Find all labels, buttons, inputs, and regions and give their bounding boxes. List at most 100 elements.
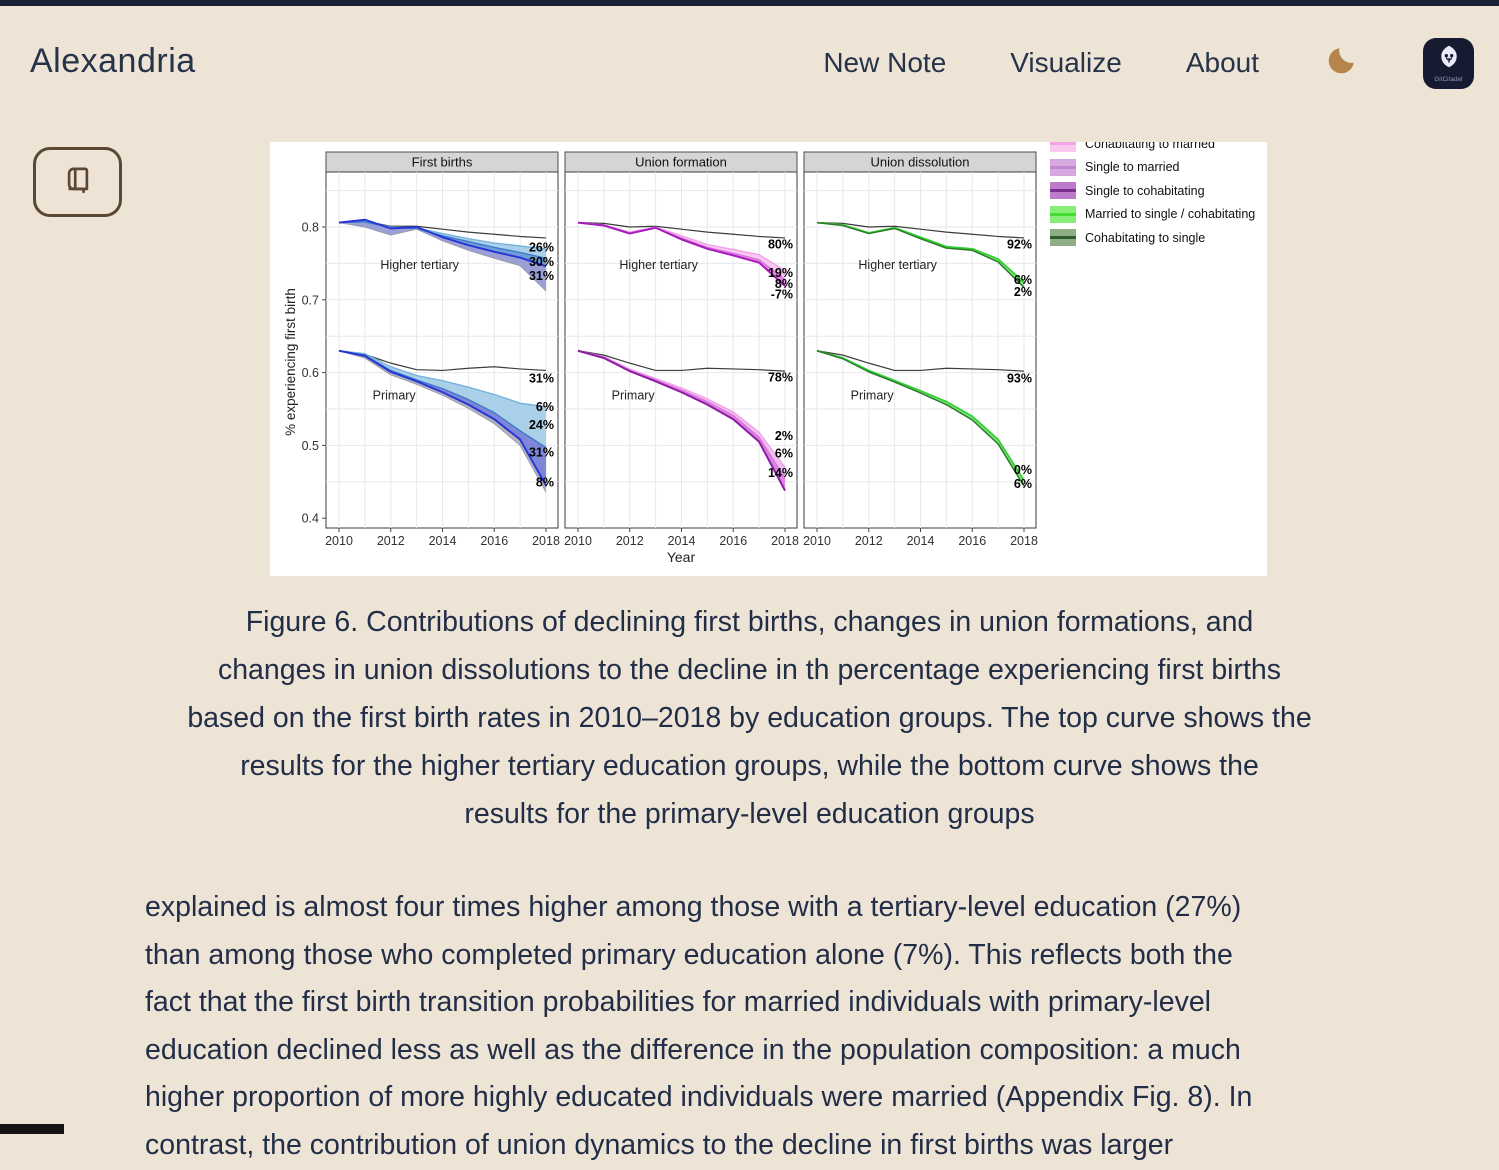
book-icon — [58, 160, 98, 205]
body-line: higher proportion of more highly educate… — [145, 1081, 1253, 1114]
top-bar — [0, 0, 1499, 6]
svg-text:Year: Year — [667, 549, 696, 565]
legend-label: Single to married — [1085, 160, 1180, 175]
brand-title[interactable]: Alexandria — [30, 42, 196, 80]
main-nav: New Note Visualize About GitCitadel — [823, 36, 1474, 90]
legend-item: Married to single / cohabitating — [1050, 203, 1255, 227]
svg-text:92%: 92% — [1007, 237, 1032, 251]
svg-text:2%: 2% — [775, 429, 793, 443]
legend-item: Single to married — [1050, 156, 1255, 180]
legend-swatch-line — [1050, 236, 1076, 240]
logo-label: GitCitadel — [1434, 77, 1463, 83]
body-line-partial: contrast, the contribution of union dyna… — [145, 1128, 1174, 1161]
svg-text:Primary: Primary — [851, 389, 895, 403]
bottom-bar-fragment — [0, 1124, 64, 1134]
svg-text:% experiencing first birth: % experiencing first birth — [283, 288, 298, 436]
svg-text:First births: First births — [412, 155, 473, 170]
svg-text:14%: 14% — [768, 466, 793, 480]
svg-text:6%: 6% — [1014, 273, 1032, 287]
svg-text:2010: 2010 — [564, 534, 592, 548]
caption-line: based on the first birth rates in 2010–2… — [187, 702, 1312, 734]
logo-shield-icon — [1435, 43, 1463, 76]
svg-text:2018: 2018 — [532, 534, 560, 548]
svg-text:2018: 2018 — [771, 534, 799, 548]
svg-text:2016: 2016 — [719, 534, 747, 548]
svg-text:Primary: Primary — [612, 389, 656, 403]
legend-swatch-line — [1050, 142, 1076, 146]
caption-line: changes in union dissolutions to the dec… — [217, 654, 1282, 686]
svg-text:2010: 2010 — [803, 534, 831, 548]
svg-text:2014: 2014 — [668, 534, 696, 548]
svg-text:Union dissolution: Union dissolution — [870, 155, 969, 170]
legend-item: Cohabitating to married — [1050, 142, 1255, 156]
legend-swatch — [1050, 182, 1076, 200]
legend-label: Cohabitating to married — [1085, 142, 1215, 151]
legend-label: Married to single / cohabitating — [1085, 207, 1256, 222]
figure-caption: Figure 6. Contributions of declining fir… — [50, 598, 1450, 838]
legend-item: Single to cohabitating — [1050, 179, 1255, 203]
svg-text:2012: 2012 — [377, 534, 405, 548]
body-paragraph: explained is almost four times higher am… — [145, 884, 1445, 1170]
svg-text:8%: 8% — [775, 277, 793, 291]
svg-text:Higher tertiary: Higher tertiary — [858, 258, 937, 272]
svg-text:-7%: -7% — [771, 288, 793, 302]
svg-text:31%: 31% — [529, 269, 554, 283]
svg-text:30%: 30% — [529, 255, 554, 269]
svg-text:8%: 8% — [536, 476, 554, 490]
svg-text:2%: 2% — [1014, 285, 1032, 299]
theme-toggle-button[interactable] — [1323, 45, 1359, 81]
svg-text:0.6: 0.6 — [302, 366, 319, 380]
svg-text:0.4: 0.4 — [302, 512, 319, 526]
reader-mode-button[interactable] — [33, 147, 122, 217]
figure-legend: Cohabitating to married Single to married… — [1050, 142, 1255, 250]
body-line: explained is almost four times higher am… — [145, 891, 1242, 923]
legend-label: Single to cohabitating — [1085, 183, 1205, 198]
svg-text:24%: 24% — [529, 418, 554, 432]
svg-text:Higher tertiary: Higher tertiary — [619, 258, 698, 272]
figure-canvas: % experiencing first birth 0.8 0.7 0.6 0.5 0.… — [270, 142, 1267, 576]
legend-swatch — [1050, 205, 1076, 223]
figure-image: % experiencing first birth 0.8 0.7 0.6 0.5 0.… — [270, 142, 1267, 576]
svg-text:2016: 2016 — [958, 534, 986, 548]
body-line: education declined less as well as the d… — [145, 1033, 1241, 1066]
svg-text:6%: 6% — [536, 400, 554, 414]
svg-text:0%: 0% — [1014, 463, 1032, 477]
svg-text:26%: 26% — [529, 240, 554, 254]
svg-text:19%: 19% — [768, 266, 793, 280]
legend-label: Cohabitating to single — [1085, 230, 1206, 245]
legend-swatch-line — [1050, 212, 1076, 216]
nav-item-new-note[interactable]: New Note — [823, 47, 947, 78]
svg-text:2014: 2014 — [429, 534, 457, 548]
app-logo[interactable]: GitCitadel — [1423, 37, 1474, 89]
legend-item: Cohabitating to single — [1050, 226, 1255, 250]
svg-text:Higher tertiary: Higher tertiary — [380, 258, 459, 272]
svg-text:0.5: 0.5 — [302, 439, 319, 453]
svg-text:6%: 6% — [775, 446, 793, 460]
nav-item-visualize[interactable]: Visualize — [1010, 47, 1122, 78]
nav-item-about[interactable]: About — [1185, 47, 1259, 78]
svg-text:93%: 93% — [1007, 371, 1032, 385]
svg-text:6%: 6% — [1014, 477, 1032, 491]
caption-line: results for the higher tertiary educatio… — [240, 750, 1259, 782]
body-line: than among those who completed primary e… — [145, 938, 1233, 971]
svg-text:2016: 2016 — [480, 534, 508, 548]
svg-text:0.8: 0.8 — [302, 221, 319, 235]
svg-text:Union formation: Union formation — [635, 155, 727, 170]
svg-text:2010: 2010 — [325, 534, 353, 548]
svg-text:0.7: 0.7 — [302, 293, 319, 307]
body-line: fact that the first birth transition pro… — [145, 986, 1212, 1019]
svg-text:31%: 31% — [529, 446, 554, 460]
svg-text:2018: 2018 — [1010, 534, 1038, 548]
legend-swatch — [1050, 229, 1076, 247]
legend-swatch — [1050, 142, 1076, 153]
legend-swatch-line — [1050, 165, 1076, 169]
caption-line: results for the primary-level education … — [464, 798, 1035, 830]
moon-icon — [1324, 44, 1358, 83]
svg-text:2014: 2014 — [907, 534, 935, 548]
svg-text:2012: 2012 — [855, 534, 883, 548]
svg-text:Primary: Primary — [373, 389, 417, 403]
svg-text:80%: 80% — [768, 237, 793, 251]
svg-text:31%: 31% — [529, 371, 554, 385]
legend-swatch — [1050, 158, 1076, 176]
